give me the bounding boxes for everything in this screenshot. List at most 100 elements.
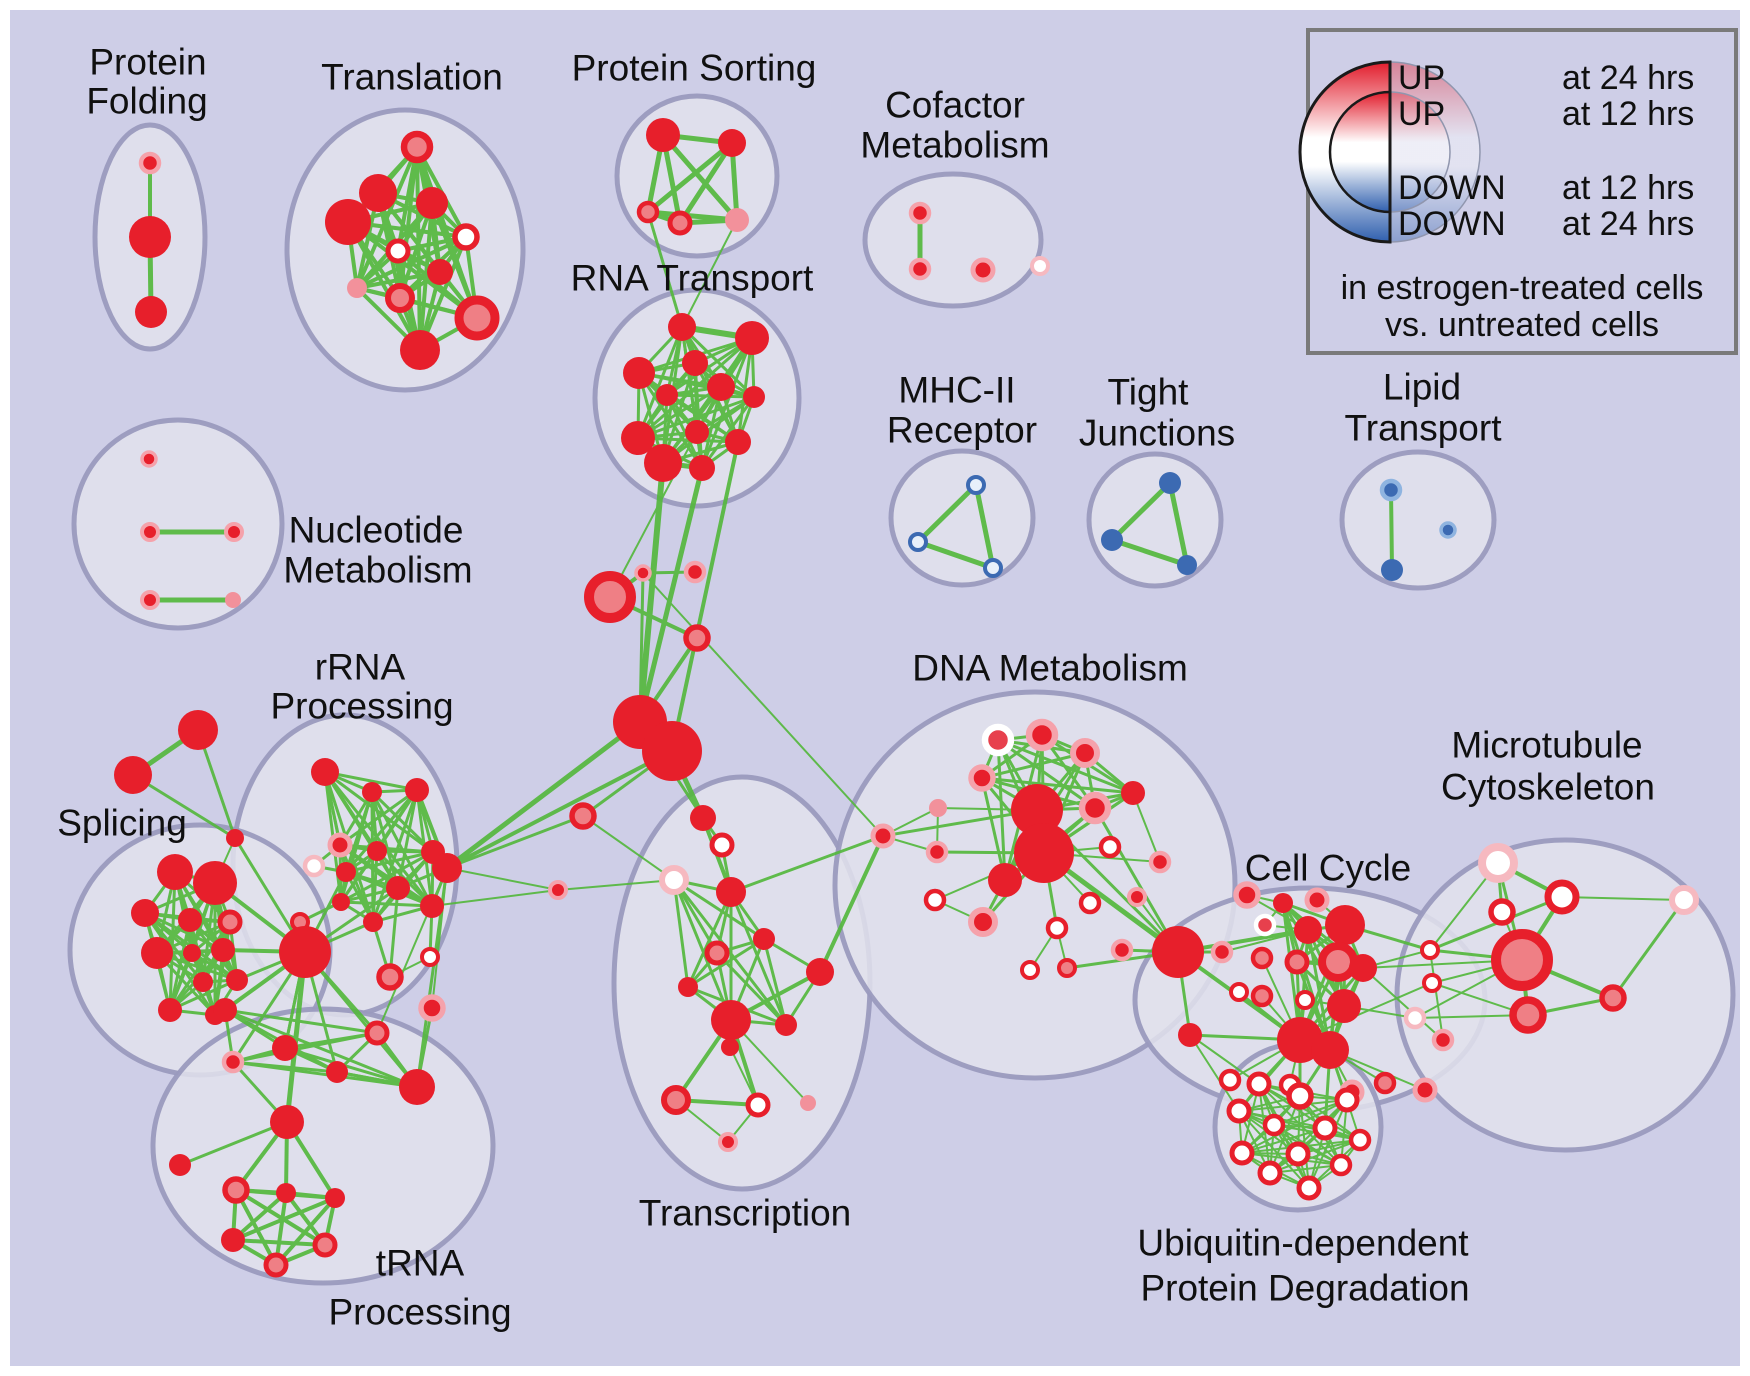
cluster-label-rrna-processing: rRNA [315,647,406,688]
network-node [548,880,568,900]
network-edge [677,140,735,226]
network-node [634,564,652,582]
network-node [1318,942,1358,982]
network-node [569,802,597,830]
network-node [1257,1160,1283,1186]
network-node [1014,823,1074,883]
network-edge [418,235,468,352]
network-node [970,257,996,283]
network-node [359,174,397,212]
network-edge [729,890,788,1027]
legend-caption-line-1: vs. untreated cells [1385,306,1659,344]
network-node [683,560,707,584]
network-edge [646,210,684,329]
cluster-label-tight-junctions: Tight [1108,372,1190,413]
network-edge [284,949,308,1125]
network-node [432,853,462,883]
network-node [327,832,353,858]
cluster-label-microtubule-cytoskeleton: Cytoskeleton [1441,767,1655,808]
network-node [225,592,241,608]
cluster-label-mhc-ii-receptor: Receptor [887,410,1037,451]
network-edge [681,219,738,328]
network-node [1148,850,1172,874]
network-node [753,928,775,950]
network-node [1599,984,1627,1012]
network-edge [645,140,735,215]
network-edge [700,395,756,470]
network-edge [1306,928,1332,1052]
network-node [1488,898,1516,926]
network-node [966,475,986,495]
network-node [367,841,387,861]
network-edge [283,1046,419,1089]
network-node [193,972,213,992]
cluster-label-tight-junctions: Junctions [1079,413,1235,454]
network-edge [1167,480,1190,568]
network-edge [168,918,192,1012]
network-node [1286,1082,1314,1110]
network-node [1121,781,1145,805]
network-node [1011,784,1063,836]
network-edge [344,850,435,874]
network-node [427,259,453,285]
network-node [1544,879,1580,915]
network-node [646,118,680,152]
network-node [683,624,711,652]
network-node [1101,529,1123,551]
network-node [1304,887,1330,913]
network-edge [346,220,422,352]
network-node [263,1252,289,1278]
cluster-ellipse-tight-junctions [1086,451,1224,589]
cluster-label-cofactor-metabolism: Cofactor [885,85,1025,126]
cluster-label-nucleotide-metabolism: Nucleotide [289,510,464,551]
network-edge [1109,480,1173,543]
network-edge [1269,1139,1361,1174]
network-node [656,384,678,406]
network-node [1348,1128,1372,1152]
network-node [1349,954,1377,982]
legend-state-3: DOWN [1398,205,1506,243]
network-node [1327,989,1361,1023]
network-edge [665,336,754,397]
network-node [743,386,765,408]
cluster-label-splicing: Splicing [57,803,187,844]
network-node [1218,1068,1242,1092]
network-edge [396,788,419,890]
network-edge [1109,537,1190,568]
network-node [1226,1098,1252,1124]
network-edge [762,937,788,1027]
network-node [1057,958,1077,978]
network-node [420,947,440,967]
network-node [178,710,218,750]
network-node [364,1020,390,1046]
network-node [217,909,243,935]
network-edge [446,867,559,891]
network-node [908,532,928,552]
network-node [689,455,715,481]
network-node [1030,256,1050,276]
network-node [224,522,244,542]
network-node [908,257,932,281]
network-edge [1132,792,1161,863]
network-node [400,130,434,164]
network-node [157,854,193,890]
network-node [270,1105,304,1139]
legend-time-1: at 12 hrs [1562,95,1694,133]
network-edge [672,878,733,1022]
network-node [131,899,159,927]
cluster-label-transcription: Transcription [639,1193,851,1234]
network-node [1403,1006,1427,1030]
network-node [138,151,162,175]
network-node [1253,913,1277,937]
network-node [623,357,655,389]
network-edge [339,900,434,908]
network-edge [1611,898,1686,1000]
network-node [923,888,947,912]
network-edge [980,776,1007,882]
network-edge [283,1031,379,1050]
network-edge [231,1060,419,1089]
network-node [1210,940,1234,964]
network-node [336,862,356,882]
